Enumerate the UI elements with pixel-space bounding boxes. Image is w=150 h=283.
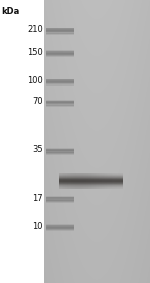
Bar	[117, 173, 118, 189]
Bar	[46, 54, 74, 56]
Bar	[46, 100, 74, 102]
Bar	[46, 55, 74, 57]
Bar	[108, 173, 110, 189]
Bar	[46, 104, 74, 106]
Bar	[81, 173, 83, 189]
Text: 150: 150	[27, 48, 43, 57]
Bar	[96, 173, 97, 189]
Bar	[92, 173, 94, 189]
Bar	[68, 173, 70, 189]
Bar	[121, 173, 123, 189]
Bar	[104, 173, 105, 189]
Bar	[94, 173, 96, 189]
Bar	[91, 173, 92, 189]
Bar	[46, 201, 74, 203]
Bar	[46, 149, 74, 151]
Bar	[46, 81, 74, 83]
Bar	[46, 226, 74, 228]
Bar	[46, 153, 74, 155]
Bar	[46, 199, 74, 201]
Bar	[46, 31, 74, 33]
Bar	[46, 51, 74, 54]
Bar	[46, 79, 74, 81]
Bar	[46, 224, 74, 226]
Bar	[46, 149, 74, 151]
Bar	[102, 173, 104, 189]
Bar	[46, 197, 74, 199]
Bar	[46, 80, 74, 82]
Bar	[83, 173, 84, 189]
Bar	[46, 84, 74, 86]
Bar	[80, 173, 81, 189]
Bar	[46, 102, 74, 104]
Bar	[46, 50, 74, 52]
Bar	[118, 173, 120, 189]
Text: 17: 17	[32, 194, 43, 203]
Bar	[46, 29, 74, 31]
Bar	[99, 173, 101, 189]
Bar	[46, 228, 74, 230]
Bar	[46, 82, 74, 84]
Bar	[75, 173, 76, 189]
Bar	[89, 173, 91, 189]
Bar	[46, 225, 74, 228]
Bar	[97, 173, 99, 189]
Bar	[46, 100, 74, 103]
Bar	[46, 33, 74, 35]
Text: 210: 210	[27, 25, 43, 34]
Bar	[46, 227, 74, 229]
Bar	[46, 52, 74, 54]
Text: 70: 70	[32, 97, 43, 106]
Bar	[84, 173, 86, 189]
Bar	[120, 173, 121, 189]
Bar	[46, 105, 74, 107]
Bar	[60, 173, 62, 189]
Bar	[58, 173, 60, 189]
Bar	[46, 29, 74, 31]
Bar	[71, 173, 73, 189]
Bar	[63, 173, 65, 189]
Bar	[46, 230, 74, 231]
Bar	[78, 173, 80, 189]
Bar	[46, 151, 74, 153]
Text: 10: 10	[32, 222, 43, 231]
Bar	[46, 197, 74, 199]
Bar	[115, 173, 117, 189]
Text: 35: 35	[32, 145, 43, 155]
Bar	[112, 173, 113, 189]
Bar	[76, 173, 78, 189]
Bar	[105, 173, 107, 189]
Bar	[46, 196, 74, 198]
Bar	[110, 173, 112, 189]
Bar	[88, 173, 89, 189]
Bar	[46, 30, 74, 32]
Bar	[70, 173, 71, 189]
Bar	[73, 173, 75, 189]
Bar	[46, 148, 74, 150]
Bar	[65, 173, 67, 189]
Bar	[46, 79, 74, 82]
Bar	[86, 173, 88, 189]
Bar	[46, 101, 74, 103]
Bar	[67, 173, 68, 189]
Bar	[46, 28, 74, 30]
Text: 100: 100	[27, 76, 43, 85]
Bar	[46, 53, 74, 55]
Bar	[62, 173, 63, 189]
Bar	[107, 173, 108, 189]
Text: kDa: kDa	[2, 7, 20, 16]
Bar	[46, 152, 74, 154]
Bar	[113, 173, 115, 189]
Bar	[100, 173, 102, 189]
Bar	[46, 200, 74, 202]
